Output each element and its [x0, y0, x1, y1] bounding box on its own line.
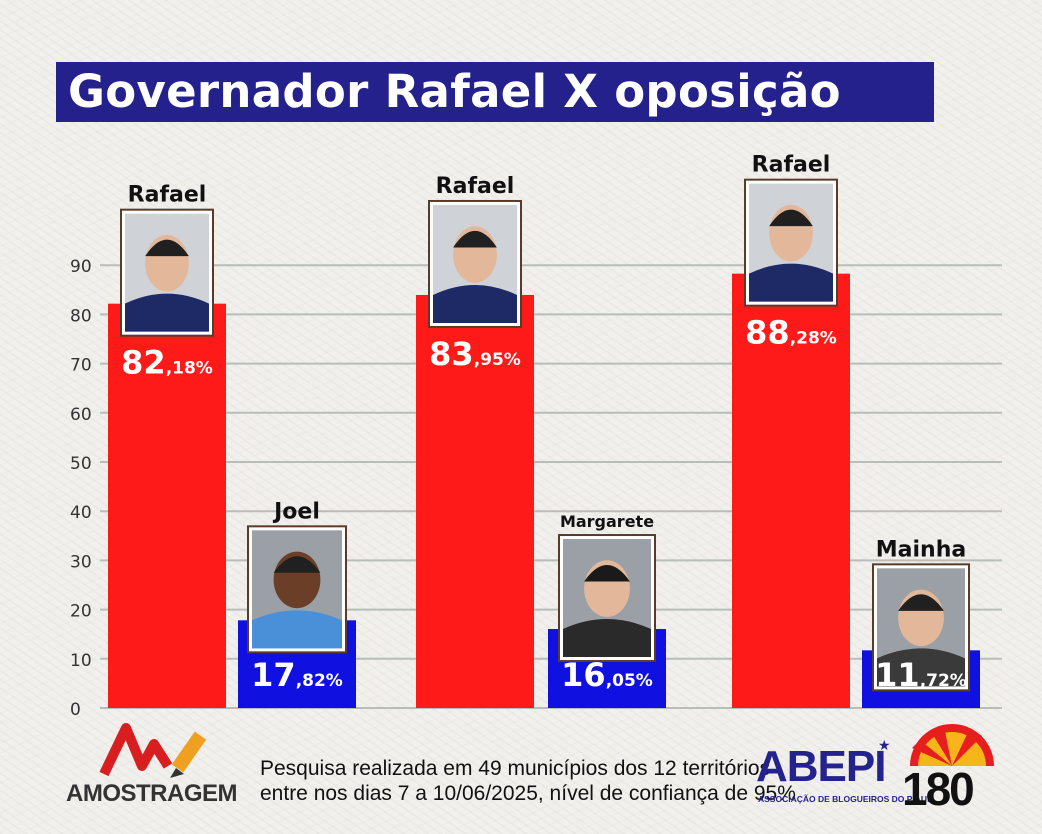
value-label-decimal: ,95%: [474, 350, 521, 370]
survey-note-line-1: Pesquisa realizada em 49 municípios dos …: [260, 757, 771, 780]
value-label-decimal: ,05%: [606, 671, 653, 691]
y-tick-label: 70: [70, 356, 92, 376]
y-tick-label: 0: [70, 700, 81, 720]
bar-rafael: [108, 303, 226, 708]
person-body-icon: [433, 284, 517, 323]
y-tick-label: 10: [70, 651, 92, 671]
candidate-name: Joel: [272, 499, 320, 524]
candidate-name: Margarete: [560, 512, 654, 531]
survey-note: Pesquisa realizada em 49 municípios dos …: [260, 756, 796, 806]
candidate-name: Rafael: [436, 174, 515, 199]
value-label: 82,18%: [121, 344, 213, 382]
candidate-name: Rafael: [128, 183, 207, 208]
candidate-photo-rafael: [120, 208, 214, 337]
candidate-name: Rafael: [752, 153, 831, 178]
y-tick-label: 40: [70, 503, 92, 523]
person-body-icon: [125, 293, 209, 332]
value-label-integer: 16: [561, 656, 606, 694]
star-icon: ★: [878, 738, 891, 754]
grid-lines: [100, 264, 1002, 709]
y-tick-label: 30: [70, 552, 92, 572]
person-hair-icon: [769, 209, 813, 227]
chart-title: Governador Rafael X oposição: [56, 62, 934, 122]
survey-note-line-2: entre nos dias 7 a 10/06/2025, nível de …: [260, 782, 796, 805]
candidate-name: Mainha: [876, 537, 966, 562]
abepi-wordmark: ABEPI: [756, 742, 886, 791]
candidate-photo-joel: [247, 525, 347, 654]
value-label-integer: 11: [875, 656, 920, 694]
value-label-integer: 82: [121, 344, 166, 382]
value-label: 16,05%: [561, 656, 653, 694]
y-tick-label: 20: [70, 602, 92, 622]
abepi-logo: ABEPI ★ ASSOCIAÇÃO DE BLOGUEIROS DO PIAU…: [756, 738, 929, 812]
value-label-integer: 88: [745, 314, 790, 352]
candidate-photo-margarete: [558, 534, 656, 663]
amostragem-logo: AMOSTRAGEM: [66, 722, 252, 808]
bars: Rafael 82,18% Joel 17,82% Rafael 83,95% Margar…: [108, 153, 980, 708]
candidate-photo-rafael: [428, 199, 522, 328]
y-tick-label: 80: [70, 306, 92, 326]
y-tick-label: 50: [70, 454, 92, 474]
y-tick-label: 60: [70, 405, 92, 425]
value-label-decimal: ,82%: [296, 671, 343, 691]
candidate-photo-mainha: [872, 563, 970, 692]
value-label-decimal: ,18%: [166, 359, 213, 379]
value-label: 83,95%: [429, 335, 521, 373]
value-label-integer: 17: [251, 656, 296, 694]
brand-180-logo: 180: [900, 718, 1000, 815]
person-hair-icon: [273, 556, 321, 573]
y-axis-ticks: 0 10 20 30 40 50 60 70 80 90: [70, 257, 92, 720]
person-body-icon: [252, 610, 342, 649]
bar-chart: 0 10 20 30 40 50 60 70 80 90 Rafael 82,18% Joel 17,8…: [70, 153, 1002, 720]
person-body-icon: [749, 263, 833, 302]
bar-rafael: [416, 294, 534, 708]
y-tick-label: 90: [70, 257, 92, 277]
person-hair-icon: [145, 239, 189, 257]
person-body-icon: [563, 619, 651, 658]
amostragem-mark-icon: [99, 723, 207, 778]
person-hair-icon: [898, 594, 944, 611]
brand-180-number: 180: [902, 763, 975, 815]
person-hair-icon: [584, 564, 630, 582]
person-body-icon: [877, 648, 965, 687]
value-label: 17,82%: [251, 656, 343, 694]
value-label-decimal: ,28%: [790, 329, 837, 349]
abepi-subtitle: ASSOCIAÇÃO DE BLOGUEIROS DO PIAUÍ: [758, 794, 930, 804]
sunburst-icon: [910, 724, 994, 766]
bar-rafael: [732, 273, 850, 708]
value-label: 11,72%: [875, 656, 967, 694]
amostragem-wordmark: AMOSTRAGEM: [66, 780, 238, 807]
value-label-integer: 83: [429, 335, 474, 373]
value-label: 88,28%: [745, 314, 837, 352]
candidate-photo-rafael: [744, 178, 838, 307]
value-label-decimal: ,72%: [920, 671, 967, 691]
person-hair-icon: [453, 230, 497, 248]
